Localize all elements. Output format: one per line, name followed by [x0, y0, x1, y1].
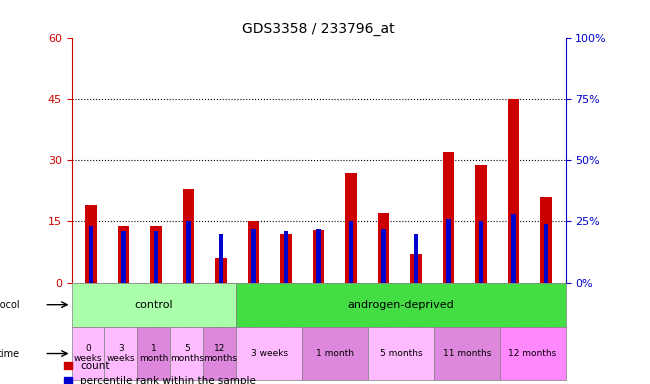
Bar [475, 164, 487, 283]
Bar [544, 224, 548, 283]
Title: GDS3358 / 233796_at: GDS3358 / 233796_at [242, 22, 395, 36]
Bar [410, 254, 422, 283]
Bar [72, 283, 236, 327]
Bar [345, 173, 357, 283]
Text: control: control [135, 300, 173, 310]
Text: 0
weeks: 0 weeks [73, 344, 102, 363]
Legend: count, percentile rank within the sample: count, percentile rank within the sample [64, 361, 256, 384]
Bar [302, 327, 368, 380]
Bar [137, 327, 170, 380]
Bar [313, 230, 324, 283]
Text: 1
month: 1 month [139, 344, 168, 363]
Bar [443, 152, 454, 283]
Text: androgen-deprived: androgen-deprived [348, 300, 454, 310]
Bar [349, 222, 353, 283]
Bar [248, 222, 259, 283]
Text: 5
months: 5 months [170, 344, 203, 363]
Bar [540, 197, 552, 283]
Text: 5 months: 5 months [380, 349, 422, 358]
Bar [89, 227, 93, 283]
Bar [512, 214, 515, 283]
Text: 3 weeks: 3 weeks [250, 349, 288, 358]
Text: 3
weeks: 3 weeks [107, 344, 135, 363]
Bar [236, 283, 566, 327]
Bar [154, 231, 158, 283]
Bar [447, 219, 450, 283]
Bar [284, 231, 288, 283]
Text: growth protocol: growth protocol [0, 300, 20, 310]
Bar [236, 327, 302, 380]
Text: 1 month: 1 month [316, 349, 354, 358]
Bar [434, 327, 500, 380]
Bar [378, 214, 389, 283]
Bar [203, 327, 236, 380]
Bar [187, 222, 190, 283]
Bar [280, 234, 292, 283]
Bar [118, 225, 129, 283]
Bar [215, 258, 227, 283]
Bar [382, 229, 385, 283]
Text: 12 months: 12 months [508, 349, 556, 358]
Bar [368, 327, 434, 380]
Text: time: time [0, 349, 20, 359]
Bar [150, 225, 162, 283]
Bar [500, 327, 566, 380]
Bar [183, 189, 194, 283]
Bar [479, 222, 483, 283]
Bar [252, 229, 255, 283]
Bar [219, 234, 223, 283]
Bar [170, 327, 203, 380]
Bar [85, 205, 97, 283]
Text: 11 months: 11 months [443, 349, 491, 358]
Bar [508, 99, 519, 283]
Bar [317, 229, 320, 283]
Bar [122, 231, 125, 283]
Bar [105, 327, 137, 380]
Text: 12
months: 12 months [203, 344, 237, 363]
Bar [72, 327, 105, 380]
Bar [414, 234, 418, 283]
